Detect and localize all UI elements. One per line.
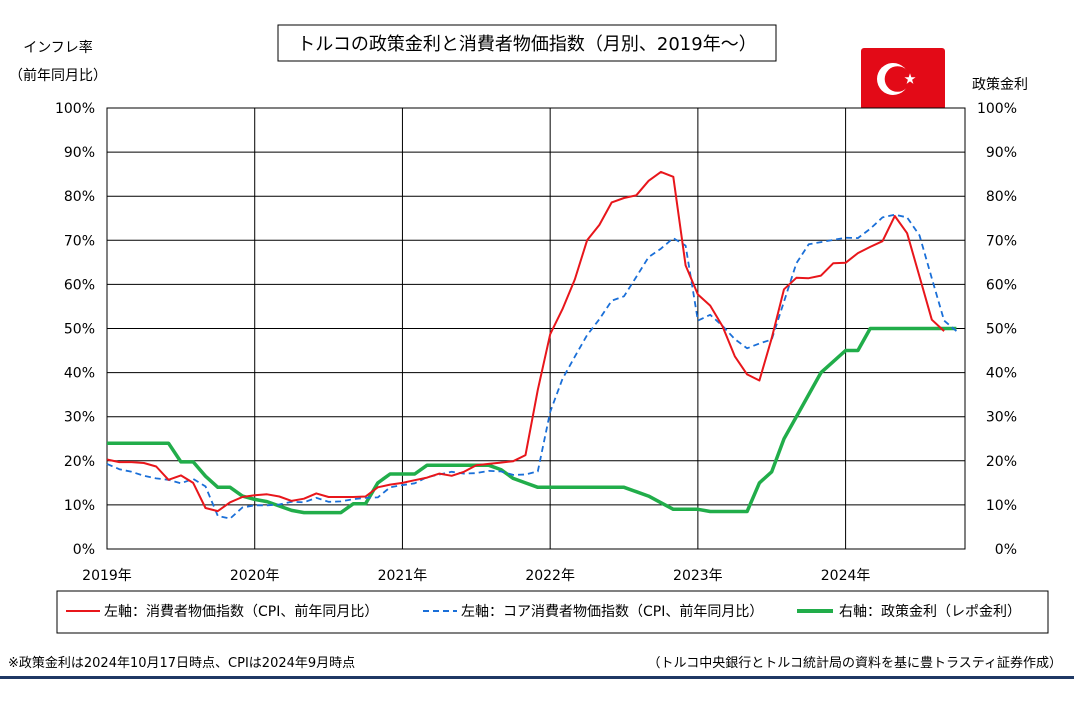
left-axis-title-line1: インフレ率 [23,39,93,56]
series-layer [106,170,957,520]
legend [56,590,1049,634]
left-axis-ticks: 0% 10% 20% 30% 40% 50% 60% 70% 80% 90% 100% [55,101,95,558]
y-right-tick-label: 60% [986,277,1017,293]
x-tick-label: 2022年 [525,568,575,584]
y-right-tick-label: 100% [977,101,1017,117]
legend-policy-rate-label: 右軸：政策金利（レポ金利） [839,603,1021,620]
footnote-right: （トルコ中央銀行とトルコ統計局の資料を基に豊トラスティ証券作成） [647,656,1062,671]
y-right-tick-label: 50% [986,322,1017,338]
policy-rate-line [107,326,957,515]
x-tick-label: 2019年 [82,568,132,584]
y-left-tick-label: 40% [64,366,95,382]
y-right-tick-label: 40% [986,366,1017,382]
y-left-tick-label: 80% [64,189,95,205]
y-right-tick-label: 70% [986,233,1017,249]
y-left-tick-label: 20% [64,454,95,470]
x-tick-label: 2020年 [230,568,280,584]
y-right-tick-label: 90% [986,145,1017,161]
x-tick-label: 2024年 [821,568,871,584]
bottom-rule [0,676,1074,679]
y-left-tick-label: 50% [64,322,95,338]
y-right-tick-label: 30% [986,410,1017,426]
footnote-left: ※政策金利は2024年10月17日時点、CPIは2024年9月時点 [8,656,356,671]
x-tick-label: 2021年 [378,568,428,584]
y-left-tick-label: 90% [64,145,95,161]
y-right-tick-label: 80% [986,189,1017,205]
y-left-tick-label: 100% [55,101,95,117]
right-axis-title: 政策金利 [972,76,1028,93]
right-axis-ticks: 0% 10% 20% 30% 40% 50% 60% 70% 80% 90% 100% [977,101,1017,558]
legend-core-cpi-label: 左軸：コア消費者物価指数（CPI、前年同月比） [461,603,763,620]
core-cpi-line [106,213,957,520]
x-tick-label: 2023年 [673,568,723,584]
y-left-tick-label: 60% [64,277,95,293]
x-axis-ticks: 2019年 2020年 2021年 2022年 2023年 2024年 [82,568,870,584]
y-left-tick-label: 0% [73,542,95,558]
legend-cpi-label: 左軸：消費者物価指数（CPI、前年同月比） [104,603,378,620]
y-left-tick-label: 70% [64,233,95,249]
left-axis-title-line2: （前年同月比） [9,67,107,84]
y-left-tick-label: 30% [64,410,95,426]
y-right-tick-label: 20% [986,454,1017,470]
y-right-tick-label: 10% [986,498,1017,514]
y-left-tick-label: 10% [64,498,95,514]
chart-title-box [277,24,777,62]
chart-title: トルコの政策金利と消費者物価指数（月別、2019年～） [297,34,756,55]
cpi-line [106,170,945,513]
y-right-tick-label: 0% [995,542,1017,558]
